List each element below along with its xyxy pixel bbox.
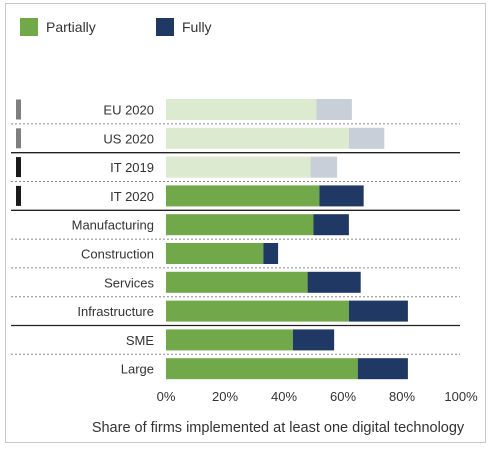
chart-rows: EU 2020 US 2020 IT 2019 IT 2020 Manufacturin… [11,99,460,380]
row-marker-it-2019 [16,157,21,178]
legend-swatch-partially [20,18,38,36]
bar-fully-it-2020 [319,185,364,207]
x-tick-label: 20% [212,389,238,404]
bar-partially-us-2020 [166,127,349,149]
bar-partially-construction [166,243,264,264]
category-label-large: Large [121,362,154,377]
x-tick-label: 100% [444,389,478,404]
bar-fully-eu-2020 [316,99,352,120]
category-label-us-2020: US 2020 [103,131,154,146]
category-label-sme: SME [126,333,155,348]
bar-partially-it-2020 [166,185,320,207]
category-label-infrastructure: Infrastructure [77,304,154,319]
bar-partially-eu-2020 [166,99,317,120]
x-tick-label: 0% [157,389,176,404]
row-marker-us-2020 [16,128,21,149]
bar-fully-infrastructure [348,300,408,322]
bar-fully-large [357,358,408,380]
bar-partially-it-2019 [166,156,311,178]
bar-fully-it-2019 [310,156,338,178]
category-label-services: Services [104,275,154,290]
legend-label-partially: Partially [46,19,96,35]
row-marker-eu-2020 [16,99,21,120]
bar-partially-infrastructure [166,300,349,322]
category-label-eu-2020: EU 2020 [103,103,154,118]
bar-fully-construction [263,243,279,264]
legend: Partially Fully [20,18,212,36]
x-axis-title: Share of firms implemented at least one … [92,420,465,436]
x-tick-label: 40% [271,389,297,404]
category-label-it-2020: IT 2020 [110,189,154,204]
x-tick-label: 80% [389,389,415,404]
bar-fully-us-2020 [348,127,385,149]
legend-swatch-fully [156,18,174,36]
bar-partially-manufacturing [166,214,314,236]
bar-partially-services [166,271,308,293]
bar-fully-sme [292,329,335,351]
x-tick-label: 60% [330,389,356,404]
bar-fully-manufacturing [313,214,349,236]
category-label-construction: Construction [81,247,154,262]
stacked-bar-chart: Partially Fully EU 2020 US 2020 IT 2019 IT … [11,18,478,436]
row-marker-it-2020 [16,185,21,206]
chart-frame: Partially Fully EU 2020 US 2020 IT 2019 IT … [5,3,486,443]
x-axis: 0% 20% 40% 60% 80% 100% [157,389,478,404]
category-label-it-2019: IT 2019 [110,160,154,175]
legend-label-fully: Fully [182,19,212,35]
category-label-manufacturing: Manufacturing [72,218,154,233]
bar-fully-services [307,271,361,293]
bar-partially-sme [166,329,293,351]
bar-partially-large [166,358,358,380]
